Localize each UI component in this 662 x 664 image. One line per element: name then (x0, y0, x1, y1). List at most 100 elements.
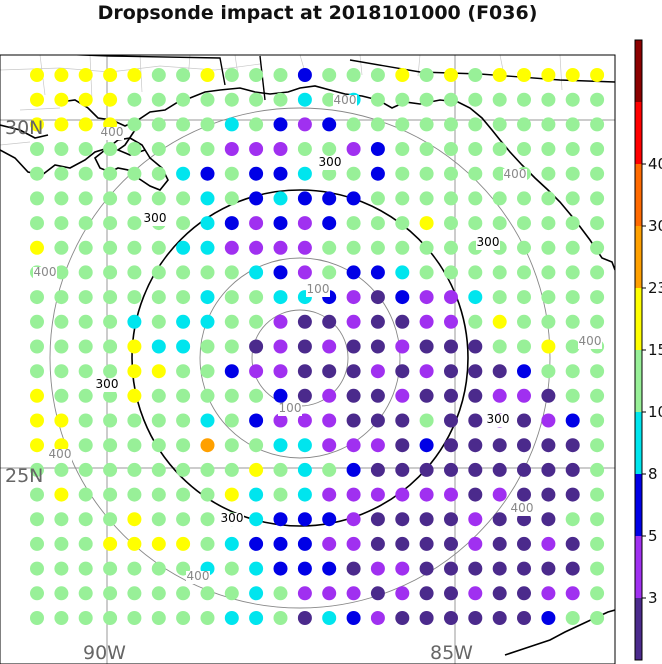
sonde-dot (444, 68, 458, 82)
sonde-dot (370, 314, 385, 329)
sonde-dot (541, 561, 556, 576)
range-ring-label-bg (186, 571, 210, 584)
sonde-dot (249, 462, 264, 477)
sonde-dot (346, 142, 361, 156)
sonde-dot (517, 561, 531, 576)
sonde-dot (492, 611, 507, 625)
sonde-dot (517, 536, 531, 551)
sonde-dot (273, 314, 288, 329)
sonde-dot (346, 561, 361, 576)
sonde-dot (346, 512, 361, 527)
sonde-dot (370, 166, 385, 181)
sonde-dot (200, 166, 215, 181)
sonde-dot (419, 216, 434, 231)
sonde-dot (419, 92, 434, 107)
sonde-dot (151, 561, 166, 576)
sonde-dot (444, 561, 458, 576)
sonde-dot (224, 166, 239, 181)
sonde-dot (541, 117, 556, 132)
sonde-dot (590, 561, 605, 576)
sonde-dot (30, 364, 44, 379)
sonde-dot (103, 166, 118, 181)
sonde-dot (444, 487, 458, 502)
sonde-dot (127, 265, 142, 280)
sonde-dot (370, 191, 385, 206)
sonde-dot (200, 611, 215, 625)
sonde-dot (200, 388, 215, 403)
range-ring-label-400: 400 (579, 334, 602, 348)
sonde-dot (297, 462, 312, 477)
sonde-dot (273, 339, 288, 354)
sonde-dot (468, 142, 483, 156)
range-rings (49, 107, 551, 609)
sonde-dot (297, 364, 312, 379)
sonde-dot (273, 438, 288, 453)
sonde-dot (200, 142, 215, 156)
sonde-dot (127, 117, 142, 132)
sonde-dot (224, 117, 239, 132)
sonde-dot (151, 586, 166, 601)
sonde-dot (419, 68, 434, 82)
sonde-dot (127, 68, 142, 82)
sonde-dot (78, 438, 93, 453)
sonde-dot (224, 487, 239, 502)
sonde-dot (151, 413, 166, 428)
sonde-dot (103, 339, 118, 354)
sonde-dot (395, 265, 410, 280)
sonde-dot (176, 265, 191, 280)
range-ring-label-300: 300 (487, 412, 510, 426)
sonde-dot (541, 536, 556, 551)
sonde-dot (249, 92, 264, 107)
sonde-dot (565, 512, 580, 527)
sonde-dot (395, 536, 410, 551)
sonde-dot (444, 191, 458, 206)
range-ring-label-bg (95, 379, 119, 392)
sonde-dot (224, 240, 239, 255)
colorbar-segment (635, 226, 642, 288)
sonde-dot (590, 92, 605, 107)
range-ring-label-bg (306, 284, 330, 297)
sonde-dot (297, 586, 312, 601)
sonde-dot (517, 265, 531, 280)
sonde-dot (322, 462, 337, 477)
sonde-dot (492, 586, 507, 601)
sonde-dot (419, 117, 434, 132)
sonde-dot (468, 487, 483, 502)
sonde-dot (273, 536, 288, 551)
sonde-dot (54, 586, 69, 601)
sonde-dot (273, 216, 288, 231)
sonde-dot (54, 512, 69, 527)
sonde-dot (297, 561, 312, 576)
sonde-dot (322, 68, 337, 82)
sonde-dot (492, 512, 507, 527)
sonde-dot (395, 290, 410, 305)
sonde-dot (492, 92, 507, 107)
range-ring-label-300: 300 (319, 155, 342, 169)
sonde-dot (541, 462, 556, 477)
sonde-dot (297, 68, 312, 82)
sonde-dot (78, 117, 93, 132)
sonde-dot (127, 92, 142, 107)
sonde-dot (468, 166, 483, 181)
sonde-dot (30, 191, 44, 206)
sonde-dot (590, 314, 605, 329)
sonde-dot (224, 290, 239, 305)
sonde-dot (54, 117, 69, 132)
sonde-dot (492, 290, 507, 305)
sonde-dot (103, 142, 118, 156)
sonde-dot (151, 438, 166, 453)
sonde-dot (468, 117, 483, 132)
sonde-dot (127, 364, 142, 379)
sonde-dot (444, 240, 458, 255)
sonde-dot (419, 339, 434, 354)
sonde-dot (200, 462, 215, 477)
colorbar-label: 30 (648, 217, 662, 235)
sonde-dot (249, 290, 264, 305)
sonde-dot (103, 438, 118, 453)
sonde-dot (224, 191, 239, 206)
range-ring-label-bg (476, 237, 500, 250)
sonde-dot (176, 462, 191, 477)
sonde-dot (468, 561, 483, 576)
sonde-dot (492, 462, 507, 477)
sonde-dot (30, 561, 44, 576)
